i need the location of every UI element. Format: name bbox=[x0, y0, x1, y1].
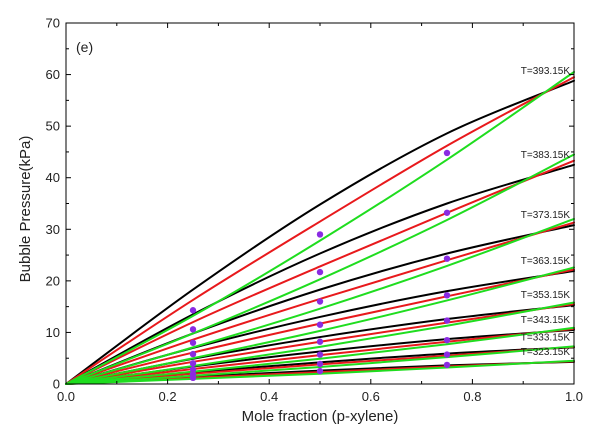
series-group bbox=[65, 70, 575, 385]
y-tick-label: 0 bbox=[53, 377, 60, 392]
green-curve-1 bbox=[65, 153, 575, 385]
data-point-0-2 bbox=[443, 149, 451, 157]
x-tick-label: 0.2 bbox=[159, 389, 177, 404]
green-curve-5 bbox=[65, 326, 575, 385]
temperature-label: T=373.15K bbox=[521, 210, 571, 221]
x-axis-title: Mole fraction (p-xylene) bbox=[242, 408, 399, 425]
black-curve-1 bbox=[65, 163, 575, 385]
data-point-0-0 bbox=[189, 307, 197, 314]
green-curve-4 bbox=[65, 301, 575, 385]
data-point-2-2 bbox=[443, 255, 451, 262]
data-point-1-2 bbox=[443, 209, 451, 216]
temperature-label: T=343.15K bbox=[521, 315, 571, 326]
data-point-5-0 bbox=[189, 366, 197, 373]
data-point-1-1 bbox=[316, 268, 324, 276]
data-point-2-0 bbox=[189, 339, 197, 346]
temperature-label: T=383.15K bbox=[521, 150, 571, 161]
data-point-0-1 bbox=[316, 231, 324, 238]
y-tick-label: 10 bbox=[46, 325, 60, 340]
y-axis-title: Bubble Pressure(kPa) bbox=[17, 136, 34, 283]
red-curve-1 bbox=[65, 159, 575, 385]
y-tick-label: 60 bbox=[46, 67, 60, 82]
panel-label: (e) bbox=[76, 39, 93, 55]
y-tick-label: 20 bbox=[46, 273, 60, 288]
temperature-label: T=323.15K bbox=[521, 347, 571, 358]
temperature-labels-group: T=393.15K T=383.15K T=373.15K T=363.15K T=35… bbox=[521, 66, 571, 358]
temperature-label: T=353.15K bbox=[521, 290, 571, 301]
experimental-points-group bbox=[189, 149, 451, 382]
data-point-6-2 bbox=[443, 351, 451, 358]
data-point-4-0 bbox=[189, 360, 197, 367]
data-point-4-2 bbox=[443, 317, 451, 324]
data-point-3-0 bbox=[189, 350, 197, 358]
data-point-3-2 bbox=[443, 292, 451, 299]
data-point-6-1 bbox=[316, 360, 324, 368]
red-curve-0 bbox=[65, 76, 575, 385]
y-tick-label: 50 bbox=[46, 119, 60, 134]
x-tick-label: 0.6 bbox=[362, 389, 380, 404]
data-point-4-1 bbox=[316, 338, 324, 345]
temperature-label: T=333.15K bbox=[521, 332, 571, 343]
data-point-1-0 bbox=[189, 326, 197, 333]
temperature-label: T=363.15K bbox=[521, 256, 571, 267]
data-point-3-1 bbox=[316, 321, 324, 328]
green-curve-0 bbox=[65, 70, 575, 385]
temperature-label: T=393.15K bbox=[521, 66, 571, 77]
axes-group: 0.0 0.2 0.4 0.6 0.8 1.0 0 10 20 30 40 50 60 70 bbox=[46, 16, 584, 405]
x-tick-label: 0.4 bbox=[260, 389, 278, 404]
x-tick-label: 1.0 bbox=[565, 389, 583, 404]
data-point-7-2 bbox=[443, 361, 451, 369]
data-point-5-1 bbox=[316, 351, 324, 358]
x-tick-label: 0.8 bbox=[463, 389, 481, 404]
green-curve-2 bbox=[65, 217, 575, 385]
y-tick-label: 70 bbox=[46, 16, 60, 31]
black-curve-0 bbox=[65, 79, 575, 385]
y-tick-label: 40 bbox=[46, 170, 60, 185]
x-tick-label: 0.0 bbox=[57, 389, 75, 404]
data-point-2-1 bbox=[316, 298, 324, 305]
data-point-7-1 bbox=[316, 367, 324, 375]
y-tick-label: 30 bbox=[46, 222, 60, 237]
green-curve-3 bbox=[65, 266, 575, 385]
data-point-7-0 bbox=[189, 374, 197, 382]
data-point-5-2 bbox=[443, 336, 451, 344]
